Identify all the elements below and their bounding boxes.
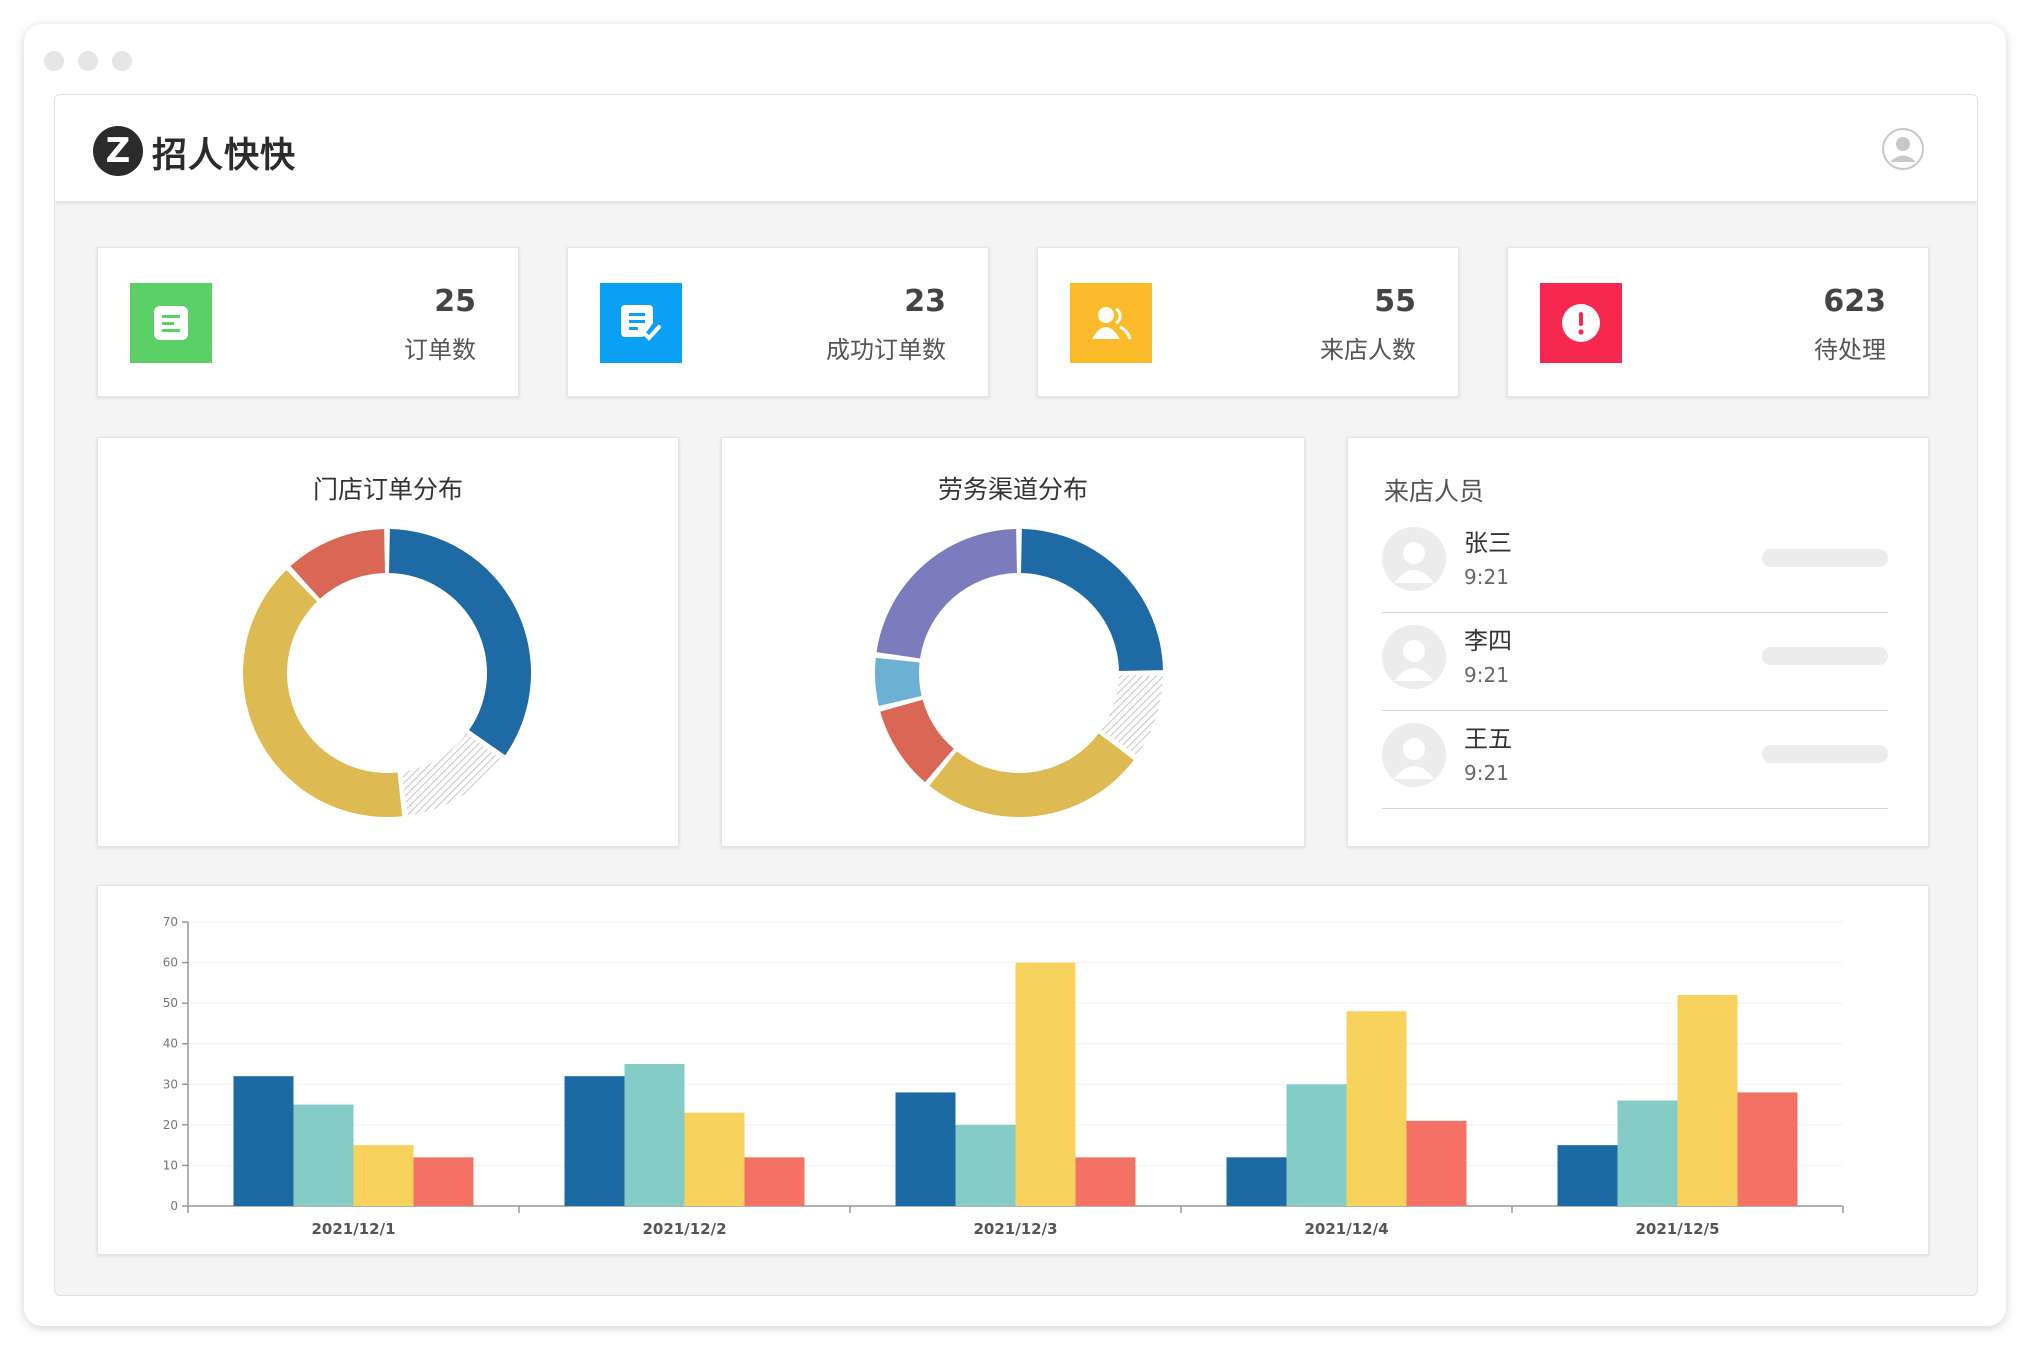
logo-icon[interactable]: Z [93,126,143,176]
user-avatar-icon[interactable] [1881,127,1925,171]
avatar-icon [1382,723,1446,787]
bar-chart-panel: 0 10 20 30 40 50 60 70 2021/12/1 2021/12/2 2021/12… [97,885,1929,1255]
bar[interactable] [955,1124,1016,1206]
bar[interactable] [1617,1100,1678,1206]
stat-card-success-orders[interactable]: 23 成功订单数 [567,247,989,397]
bar[interactable] [895,1092,956,1206]
stat-card-orders[interactable]: 25 订单数 [97,247,519,397]
visitor-name: 王五 [1464,725,1512,753]
bar[interactable] [1346,1011,1407,1206]
labor-channel-panel: 劳务渠道分布 [721,437,1305,847]
bar[interactable] [293,1104,354,1206]
orders-count: 25 [434,284,476,319]
store-orders-panel: 门店订单分布 [97,437,679,847]
store-orders-donut-slice[interactable] [401,733,502,816]
bar[interactable] [1737,1092,1798,1206]
visitor-placeholder-bar [1762,745,1888,763]
y-tick-label: 30 [163,1077,178,1091]
labor-channel-title: 劳务渠道分布 [937,475,1088,504]
bar[interactable] [1557,1145,1618,1206]
window-dot-icon [44,51,64,71]
success-orders-count: 23 [904,284,946,319]
labor-channel-donut-slice[interactable] [929,733,1134,817]
visitors-label: 来店人数 [1320,336,1416,364]
bar[interactable] [1226,1157,1287,1206]
visitor-time: 9:21 [1464,761,1509,785]
orders-label: 订单数 [404,336,476,364]
labor-channel-donut-slice[interactable] [876,529,1018,659]
visitor-name: 张三 [1464,529,1512,557]
alert-icon [1540,283,1622,363]
bar[interactable] [564,1076,625,1206]
labor-channel-donut-slice[interactable] [1101,674,1163,756]
labor-channel-donut-slice[interactable] [1020,529,1163,672]
top-header: Z 招人快快 [55,95,1977,201]
visitor-time: 9:21 [1464,663,1509,687]
visitor-item[interactable]: 李四 9:21 [1382,613,1888,711]
bar[interactable] [624,1064,685,1206]
x-tick-label: 2021/12/3 [973,1220,1057,1238]
x-tick-label: 2021/12/1 [311,1220,395,1238]
bar[interactable] [1677,995,1738,1206]
store-orders-donut-slice[interactable] [388,529,531,756]
stat-card-pending[interactable]: 623 待处理 [1507,247,1929,397]
pending-label: 待处理 [1814,336,1886,364]
window-dot-icon [112,51,132,71]
visitor-placeholder-bar [1762,549,1888,567]
bar[interactable] [744,1157,805,1206]
window-dot-icon [78,51,98,71]
visitor-item[interactable]: 王五 9:21 [1382,711,1888,809]
x-tick-label: 2021/12/5 [1635,1220,1719,1238]
y-tick-label: 60 [163,956,178,970]
visitor-placeholder-bar [1762,647,1888,665]
visitors-title: 来店人员 [1384,477,1485,506]
success-orders-label: 成功订单数 [826,336,946,364]
store-orders-title: 门店订单分布 [312,475,463,504]
labor-channel-donut-slice[interactable] [875,657,922,707]
brand-title: 招人快快 [152,136,297,176]
visitors-count: 55 [1374,284,1416,319]
y-tick-label: 10 [163,1158,178,1172]
stat-card-visitors[interactable]: 55 来店人数 [1037,247,1459,397]
bar[interactable] [1075,1157,1136,1206]
visitor-item[interactable]: 张三 9:21 [1382,515,1888,613]
x-tick-label: 2021/12/4 [1304,1220,1388,1238]
browser-window: Z 招人快快 25 订单数 [24,24,2006,1326]
document-check-icon [600,283,682,363]
bar[interactable] [1015,962,1076,1206]
bar[interactable] [233,1076,294,1206]
y-tick-label: 0 [170,1199,178,1213]
document-icon [130,283,212,363]
bar[interactable] [413,1157,474,1206]
labor-channel-donut-chart [875,529,1163,817]
y-tick-label: 70 [163,915,178,929]
avatar-icon [1382,527,1446,591]
visitor-time: 9:21 [1464,565,1509,589]
avatar-icon [1382,625,1446,689]
dashboard-app: Z 招人快快 25 订单数 [54,94,1978,1296]
labor-channel-donut-slice[interactable] [880,699,954,783]
users-icon [1070,283,1152,363]
store-orders-donut-slice[interactable] [290,529,386,599]
bar[interactable] [684,1112,745,1206]
y-tick-label: 40 [163,1037,178,1051]
store-orders-donut-chart [243,529,531,817]
bar[interactable] [353,1145,414,1206]
daily-bar-chart: 0 10 20 30 40 50 60 70 2021/12/1 2021/12/2 2021/12… [163,915,1844,1238]
visitor-name: 李四 [1464,627,1512,655]
pending-count: 623 [1823,284,1886,319]
y-tick-label: 50 [163,996,178,1010]
bar[interactable] [1406,1120,1467,1206]
bar[interactable] [1286,1084,1347,1206]
store-orders-donut-slice[interactable] [243,570,403,817]
visitors-panel: 来店人员 张三 9:21 李四 9:21 [1347,437,1929,847]
y-tick-label: 20 [163,1118,178,1132]
x-tick-label: 2021/12/2 [642,1220,726,1238]
